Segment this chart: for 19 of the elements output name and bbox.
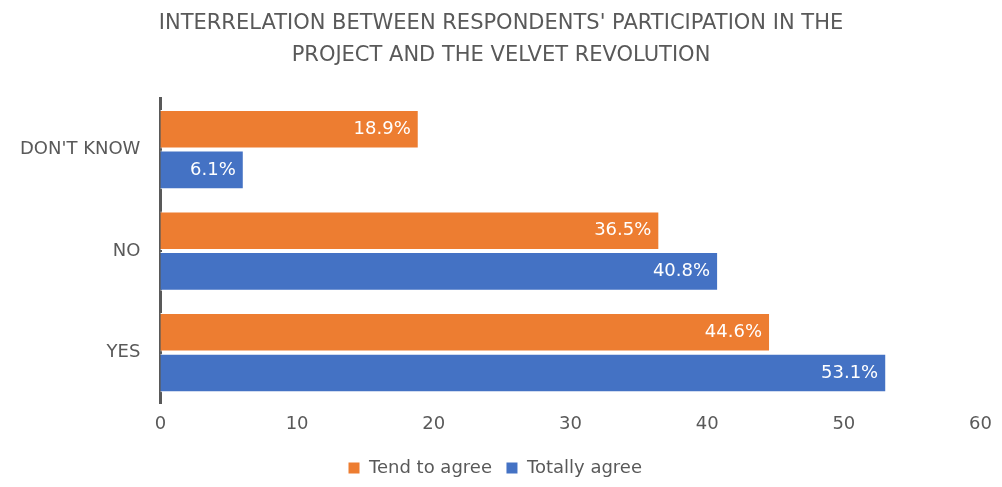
x-tick-label: 20 <box>422 411 446 433</box>
chart-title: INTERRELATION BETWEEN RESPONDENTS' PARTICIPATION IN THE PROJECT AND THE VELVET REVOLUTION <box>157 9 845 68</box>
y-tick-label: NO <box>112 238 141 260</box>
y-tick-label: DON'T KNOW <box>19 137 141 159</box>
data-label: 36.5% <box>594 218 652 240</box>
x-tick-label: 50 <box>832 411 856 433</box>
data-label: 18.9% <box>353 116 411 138</box>
legend-label: Totally agree <box>525 455 642 477</box>
data-label: 44.6% <box>704 320 763 341</box>
x-tick-label: 0 <box>154 411 167 433</box>
data-label: 53.1% <box>821 360 879 382</box>
data-label: 6.1% <box>190 157 236 179</box>
x-tick-label: 10 <box>285 411 309 433</box>
legend-label: Tend to agree <box>368 455 492 477</box>
x-tick-label: 60 <box>969 411 992 433</box>
x-tick-label: 30 <box>559 411 582 433</box>
x-tick-label: 40 <box>695 411 719 433</box>
y-tick-label: YES <box>105 340 141 362</box>
data-label: 40.8% <box>652 259 711 281</box>
